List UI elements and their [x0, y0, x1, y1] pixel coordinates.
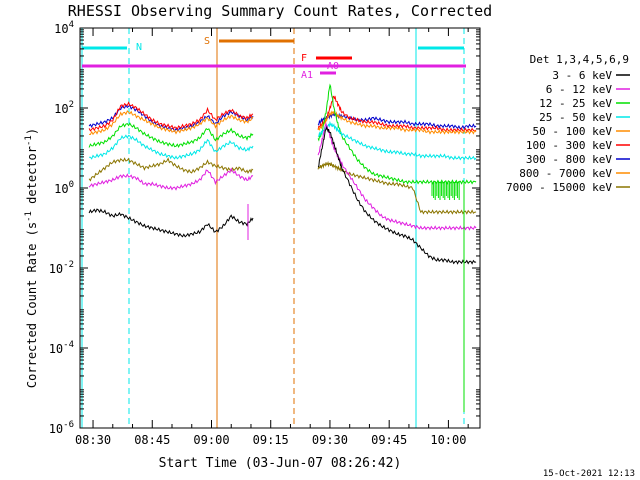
- x-tick-label: 09:45: [371, 433, 407, 447]
- legend-entry-label: 800 - 7000 keV: [519, 167, 612, 180]
- y-tick-label: 100: [54, 180, 74, 196]
- legend-title: Det 1,3,4,5,6,9: [530, 53, 629, 66]
- legend-entry-label: 25 - 50 keV: [539, 111, 612, 124]
- y-tick-label: 10-4: [49, 340, 74, 356]
- y-tick-label: 10-2: [49, 260, 74, 276]
- x-tick-label: 10:00: [430, 433, 466, 447]
- legend-entry-label: 3 - 6 keV: [552, 69, 612, 82]
- series-line-red-seg2: [317, 95, 477, 133]
- legend-entry-label: 6 - 12 keV: [546, 83, 613, 96]
- timestamp-label: 15-Oct-2021 12:13: [543, 469, 635, 479]
- series-line-magenta-seg2: [317, 122, 477, 231]
- plot-frame: [79, 27, 481, 429]
- flag-label-a0: A0: [327, 61, 339, 72]
- series-line-cyan-seg2: [317, 120, 477, 161]
- flag-label-n: N: [136, 42, 142, 53]
- series-line-black-seg1: [88, 208, 254, 238]
- x-tick-label: 08:30: [75, 433, 111, 447]
- x-tick-label: 09:30: [312, 433, 348, 447]
- series-line-magenta-seg1: [88, 167, 254, 191]
- flag-label-f: F: [301, 53, 307, 64]
- legend-entry-label: 300 - 800 keV: [526, 153, 612, 166]
- series-line-orange-seg1: [89, 110, 254, 136]
- legend-entry-label: 50 - 100 keV: [533, 125, 613, 138]
- legend-entry-label: 7000 - 15000 keV: [506, 181, 612, 194]
- series-line-green-seg2: [317, 83, 477, 185]
- series-line-olive-seg1: [88, 157, 254, 182]
- y-tick-label: 10-6: [49, 420, 74, 436]
- series-line-green-seg1: [88, 122, 254, 149]
- x-tick-label: 09:15: [253, 433, 289, 447]
- legend-entry-label: 100 - 300 keV: [526, 139, 612, 152]
- chart-title: RHESSI Observing Summary Count Rates, Co…: [68, 2, 492, 20]
- series-line-red-seg1: [88, 101, 254, 132]
- y-tick-label: 102: [54, 100, 74, 116]
- y-axis-label: Corrected Count Rate (s-1 detector-1): [24, 128, 39, 388]
- legend-entry-label: 12 - 25 keV: [539, 97, 612, 110]
- flag-label-s: S: [204, 36, 210, 47]
- x-axis-label: Start Time (03-Jun-07 08:26:42): [159, 456, 402, 471]
- series-line-blue-seg2: [317, 112, 477, 130]
- x-tick-label: 08:45: [134, 433, 170, 447]
- series-line-orange-seg2: [317, 109, 477, 135]
- y-tick-label: 104: [54, 20, 74, 36]
- plot-area: N S F A0 A1: [81, 28, 477, 428]
- x-tick-label: 09:00: [193, 433, 229, 447]
- series-line-olive-seg2: [317, 160, 477, 215]
- series-line-cyan-seg1: [89, 134, 254, 160]
- series-line-black-seg2: [317, 125, 477, 265]
- axes: 104 102 100 10-2 10-4 10-608:30 08:45 09:00 09:1…: [49, 20, 481, 447]
- flag-label-a1: A1: [301, 70, 313, 81]
